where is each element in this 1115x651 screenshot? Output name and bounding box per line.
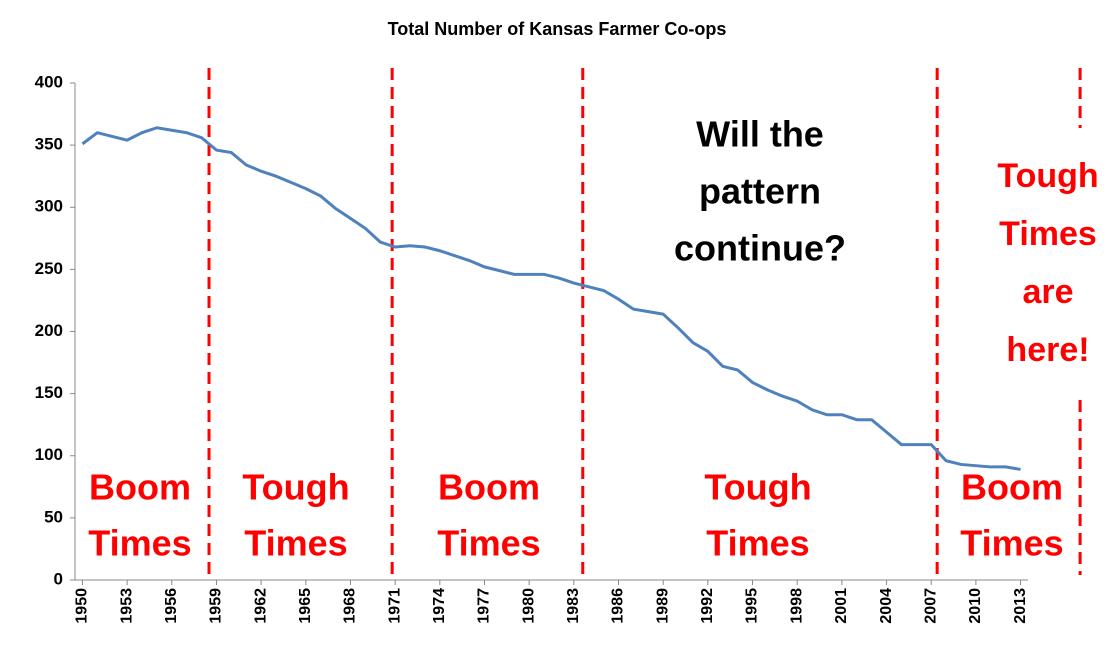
annotation: Times xyxy=(437,523,540,564)
y-tick-label: 200 xyxy=(35,321,63,340)
annotation: Boom xyxy=(89,467,191,508)
data-line xyxy=(81,126,1021,471)
y-tick-label: 300 xyxy=(35,197,63,216)
x-tick-label: 1962 xyxy=(252,588,269,624)
annotation: Times xyxy=(999,215,1097,253)
x-tick-label: 1950 xyxy=(74,588,91,624)
annotation: Will the xyxy=(696,114,824,155)
x-tick-label: 1953 xyxy=(118,588,135,624)
annotation: here! xyxy=(1006,331,1089,369)
annotation: Tough xyxy=(997,157,1098,195)
y-tick-label: 50 xyxy=(44,507,63,526)
annotation: pattern xyxy=(699,171,821,212)
chart-title: Total Number of Kansas Farmer Co-ops xyxy=(388,19,727,39)
y-tick-label: 350 xyxy=(35,135,63,154)
x-tick-label: 2010 xyxy=(967,588,984,624)
x-tick-label: 1986 xyxy=(610,588,627,624)
x-tick-label: 1965 xyxy=(297,588,314,624)
x-tick-label: 1983 xyxy=(565,588,582,624)
x-tick-label: 1998 xyxy=(788,588,805,624)
annotation: Boom xyxy=(961,467,1063,508)
x-tick-label: 1971 xyxy=(386,588,403,624)
y-tick-label: 100 xyxy=(35,445,63,464)
x-tick-label: 1956 xyxy=(163,588,180,624)
y-tick-label: 400 xyxy=(35,72,63,91)
annotation: Times xyxy=(88,523,191,564)
x-tick-label: 2013 xyxy=(1012,588,1029,624)
annotation: Times xyxy=(706,523,809,564)
y-tick-label: 150 xyxy=(35,383,63,402)
annotation: Times xyxy=(244,523,347,564)
x-tick-label: 1992 xyxy=(699,588,716,624)
annotation: Boom xyxy=(438,467,540,508)
annotation: continue? xyxy=(674,228,846,269)
x-tick-label: 2001 xyxy=(833,588,850,624)
x-tick-label: 1968 xyxy=(342,588,359,624)
x-tick-label: 1959 xyxy=(208,588,225,624)
annotation: Times xyxy=(960,523,1063,564)
x-tick-label: 1989 xyxy=(654,588,671,624)
x-tick-label: 1974 xyxy=(431,588,448,624)
x-tick-label: 1980 xyxy=(520,588,537,624)
x-tick-label: 2004 xyxy=(878,588,895,624)
y-tick-label: 250 xyxy=(35,259,63,278)
x-tick-label: 1977 xyxy=(476,588,493,624)
x-tick-label: 1995 xyxy=(744,588,761,624)
x-tick-label: 2007 xyxy=(922,588,939,624)
annotation: are xyxy=(1022,273,1073,311)
y-tick-label: 0 xyxy=(54,569,63,588)
annotation: Tough xyxy=(704,467,811,508)
annotation: Tough xyxy=(242,467,349,508)
